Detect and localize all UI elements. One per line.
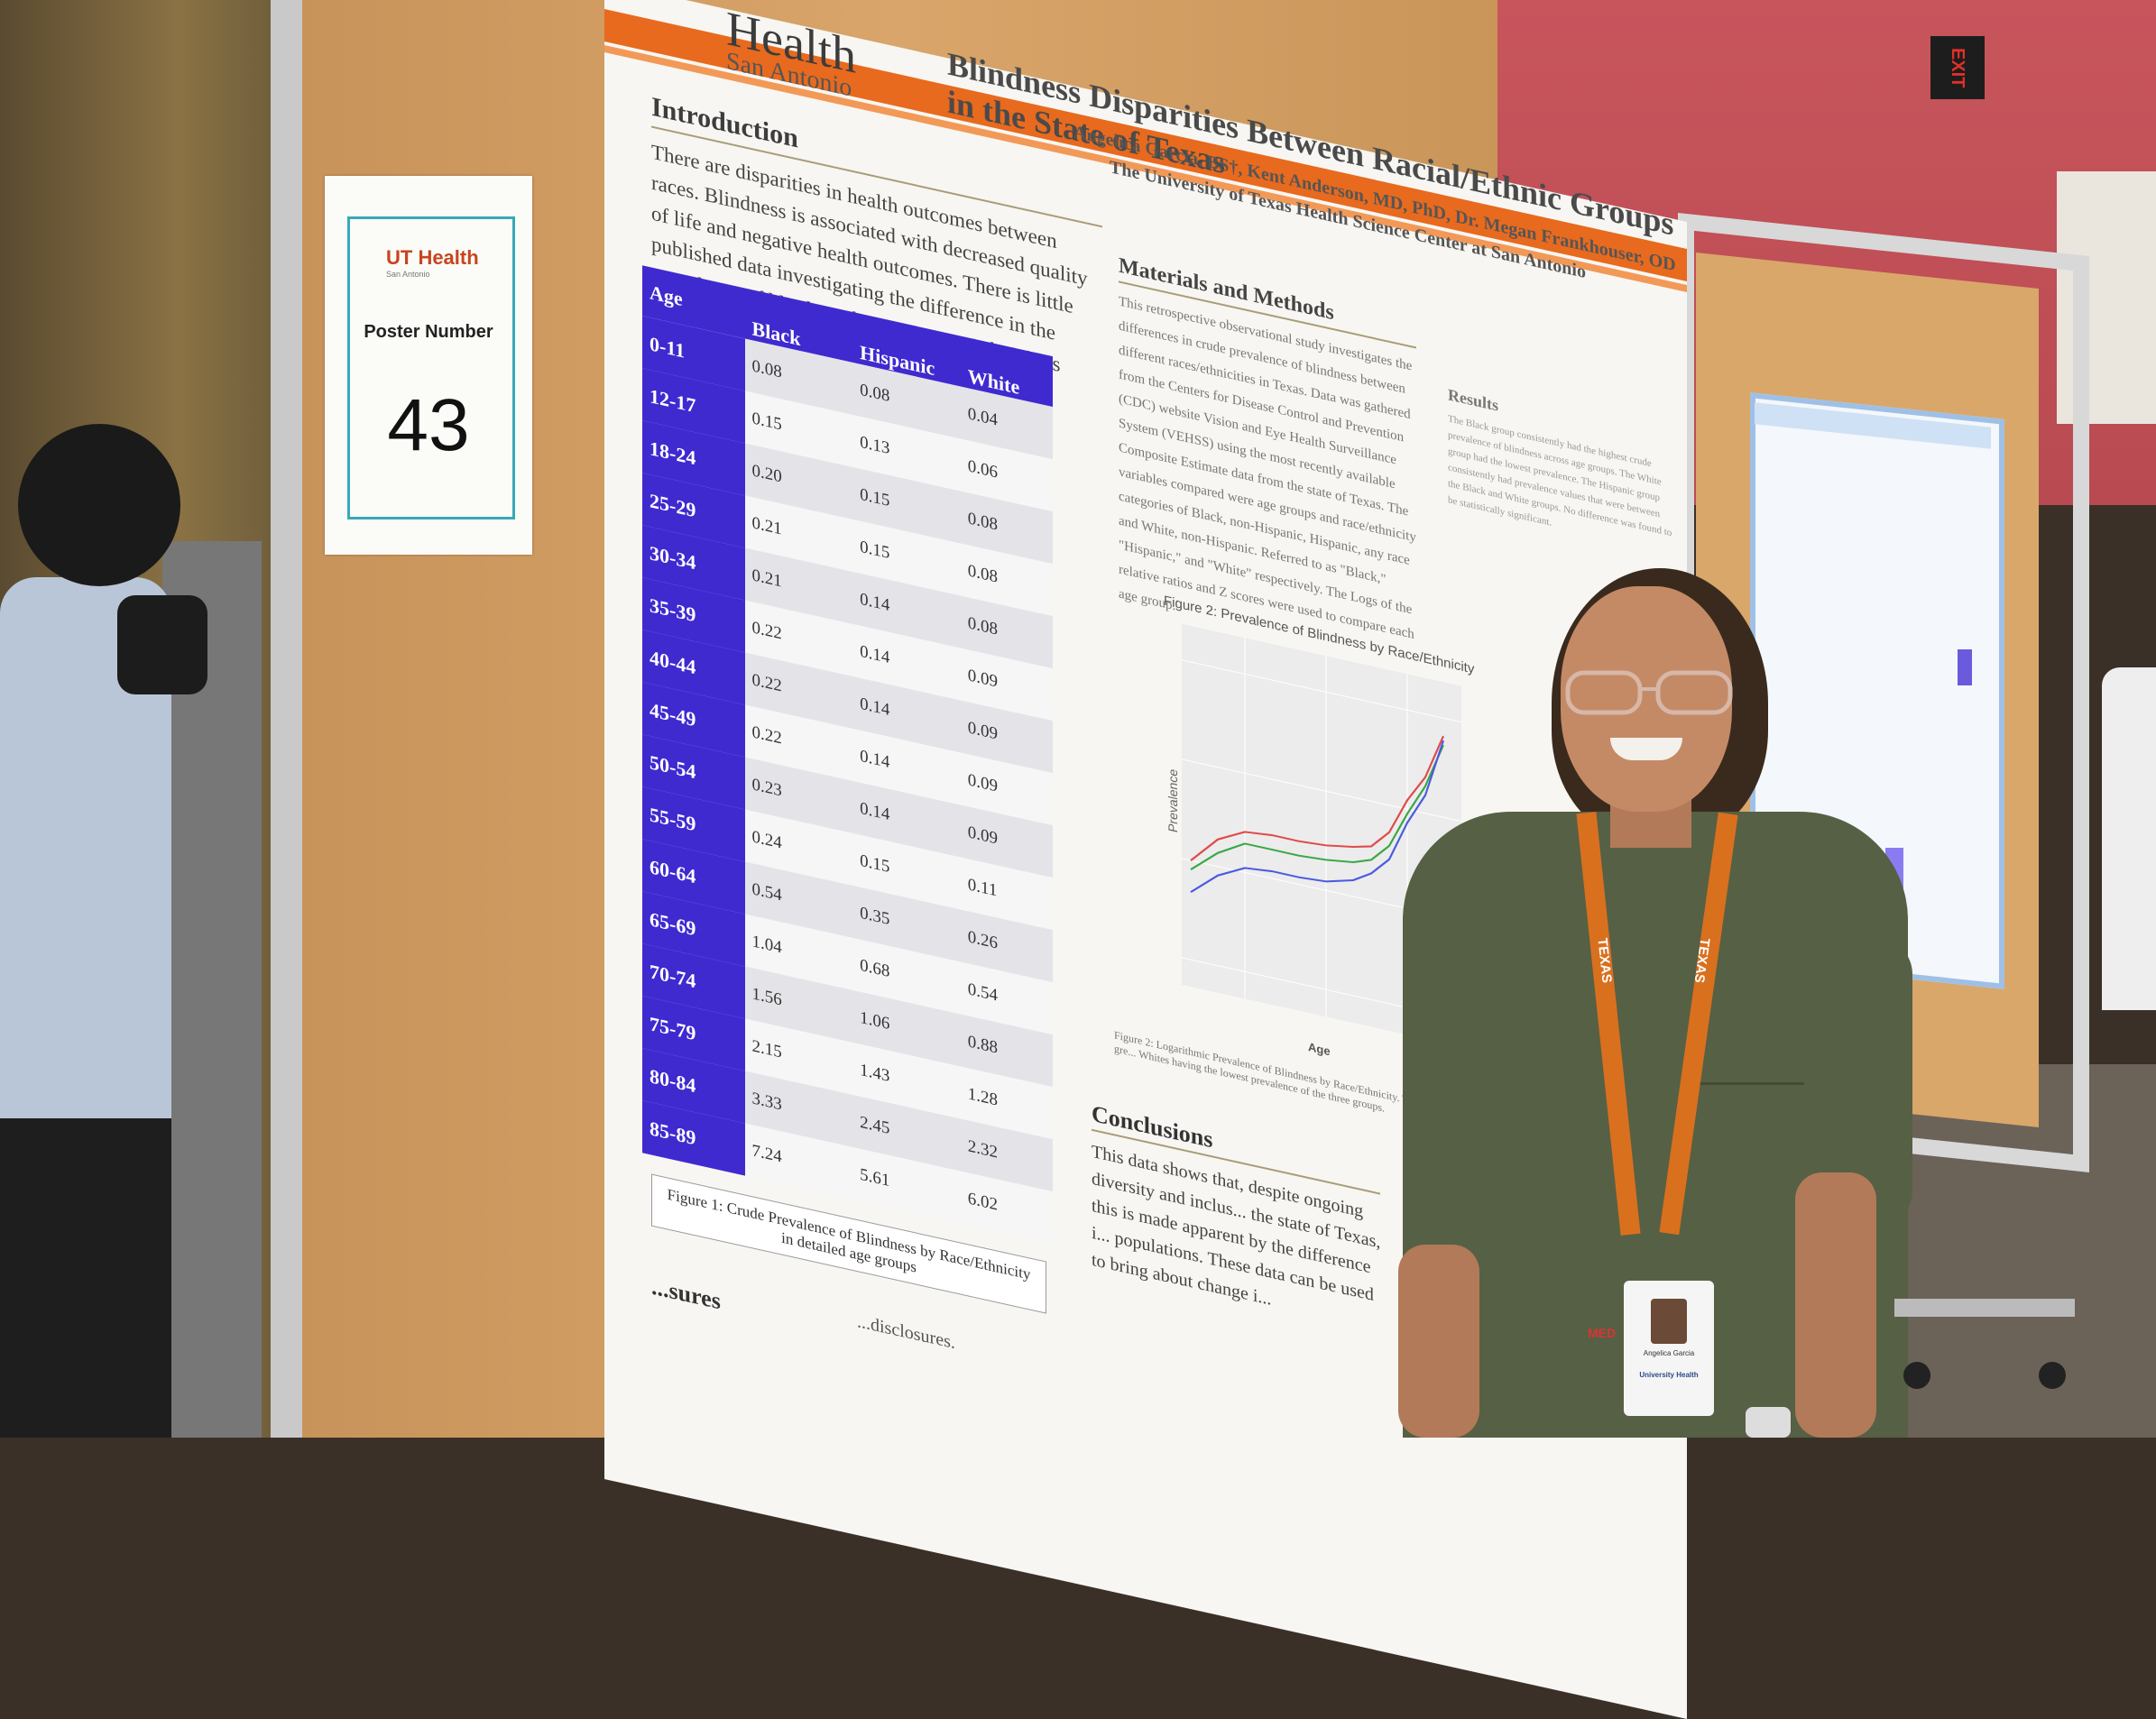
figure2-svg xyxy=(1182,638,1461,1035)
white-cell: 0.04 xyxy=(967,404,999,430)
white-cell: 1.28 xyxy=(967,1084,999,1110)
disclosures-text: ...disclosures. xyxy=(857,1311,955,1354)
disclosures-heading: ...sures xyxy=(651,1273,721,1315)
poster-number-card: UT Health San Antonio Poster Number 43 xyxy=(325,176,532,555)
hispanic-cell: 0.14 xyxy=(860,589,890,616)
card-logo: UT Health xyxy=(386,246,479,269)
hispanic-cell: 0.08 xyxy=(860,380,890,407)
hispanic-cell: 0.14 xyxy=(860,694,890,721)
white-cell: 0.09 xyxy=(967,823,999,849)
hispanic-cell: 1.06 xyxy=(860,1007,890,1034)
card-border xyxy=(347,216,515,519)
person-left-head xyxy=(18,424,180,586)
hispanic-cell: 0.35 xyxy=(860,903,890,930)
figure2-caption: Figure 2: Logarithmic Prevalence of Blin… xyxy=(1114,1028,1419,1115)
hispanic-cell: 5.61 xyxy=(860,1164,890,1191)
hispanic-cell: 0.15 xyxy=(860,850,890,878)
series-line-white xyxy=(1190,740,1444,894)
white-cell: 0.11 xyxy=(967,875,998,901)
white-cell: 0.54 xyxy=(967,979,999,1006)
series-line-hispanic xyxy=(1190,744,1444,871)
black-cell: 1.04 xyxy=(751,932,782,958)
poster-far-right-bar xyxy=(1958,649,1972,685)
black-cell: 1.56 xyxy=(751,984,782,1010)
prevalence-table: Age Black Hispanic White 0-11 0.08 0.08 0.0… xyxy=(642,265,1053,1245)
white-cell: 0.26 xyxy=(967,927,999,953)
black-cell: 2.15 xyxy=(751,1036,782,1062)
person-right-edge xyxy=(2102,667,2156,1010)
black-cell: 0.22 xyxy=(751,618,782,644)
white-cell: 0.09 xyxy=(967,770,999,796)
series-line-black xyxy=(1190,735,1444,861)
results-text: The Black group consistently had the hig… xyxy=(1448,413,1672,539)
presenter-smile xyxy=(1610,738,1682,760)
hispanic-cell: 0.14 xyxy=(860,641,890,668)
conclusions-text: This data shows that, despite ongoing di… xyxy=(1092,1141,1381,1310)
black-cell: 0.54 xyxy=(751,879,782,905)
black-cell: 3.33 xyxy=(751,1089,782,1115)
poster-number: 43 xyxy=(387,384,470,466)
black-cell: 0.21 xyxy=(751,565,782,592)
person-left-pants xyxy=(0,1118,171,1438)
black-cell: 0.22 xyxy=(751,722,782,749)
black-cell: 0.23 xyxy=(751,775,782,801)
black-cell: 0.08 xyxy=(751,356,782,382)
hispanic-cell: 0.68 xyxy=(860,955,890,982)
figure2-xlabel: Age xyxy=(1308,1039,1331,1059)
hispanic-cell: 1.43 xyxy=(860,1060,890,1087)
black-cell: 0.24 xyxy=(751,827,782,853)
glasses-icon xyxy=(1565,670,1733,715)
badge-name: Angelica Garcia xyxy=(1643,1349,1695,1357)
black-cell: 0.21 xyxy=(751,513,782,539)
research-poster: Health San Antonio Blindness Disparities… xyxy=(604,0,1687,1719)
white-cell: 0.09 xyxy=(967,718,999,744)
figure2-ylabel: Prevalence xyxy=(1166,767,1181,834)
presenter-face xyxy=(1561,586,1732,812)
figure2-plot xyxy=(1182,623,1461,1047)
black-cell: 0.22 xyxy=(751,670,782,696)
window xyxy=(2057,171,2156,424)
badge-tag: MED xyxy=(1588,1326,1617,1340)
hispanic-cell: 2.45 xyxy=(860,1112,890,1139)
board-knob xyxy=(117,595,207,694)
hispanic-cell: 0.13 xyxy=(860,432,890,459)
white-cell: 0.08 xyxy=(967,561,999,587)
black-cell: 0.20 xyxy=(751,461,782,487)
white-cell: 2.32 xyxy=(967,1136,999,1163)
hispanic-cell: 0.14 xyxy=(860,798,890,825)
white-cell: 0.06 xyxy=(967,456,999,483)
scrub-pocket xyxy=(1696,1037,1804,1085)
board-stand xyxy=(1894,1299,2075,1317)
poster-number-label: Poster Number xyxy=(364,322,493,342)
white-cell: 0.08 xyxy=(967,509,999,535)
badge-photo xyxy=(1651,1299,1687,1344)
results-heading: Results xyxy=(1448,385,1499,415)
wheel-icon xyxy=(1903,1362,1930,1389)
black-cell: 7.24 xyxy=(751,1141,782,1167)
table-body: 0-11 0.08 0.08 0.04 12-17 0.15 0.13 0.06 18-24 0.… xyxy=(642,316,1053,1245)
black-cell: 0.15 xyxy=(751,409,782,435)
hispanic-cell: 0.15 xyxy=(860,537,890,564)
presenter-right-arm xyxy=(1795,1172,1876,1438)
board-post xyxy=(271,0,302,1438)
white-cell: 0.88 xyxy=(967,1032,999,1058)
white-cell: 0.09 xyxy=(967,666,999,692)
wheel-icon xyxy=(2039,1362,2066,1389)
hispanic-cell: 0.14 xyxy=(860,746,890,773)
white-cell: 6.02 xyxy=(967,1189,999,1215)
watch-icon xyxy=(1746,1407,1791,1438)
materials-text: This retrospective observational study i… xyxy=(1119,294,1416,643)
white-cell: 0.08 xyxy=(967,613,999,639)
hispanic-cell: 0.15 xyxy=(860,484,890,511)
exit-sign: EXIT xyxy=(1930,36,1985,99)
presenter-left-arm xyxy=(1398,1245,1479,1438)
card-logo-sub: San Antonio xyxy=(386,270,430,279)
badge-org: University Health xyxy=(1639,1371,1699,1379)
